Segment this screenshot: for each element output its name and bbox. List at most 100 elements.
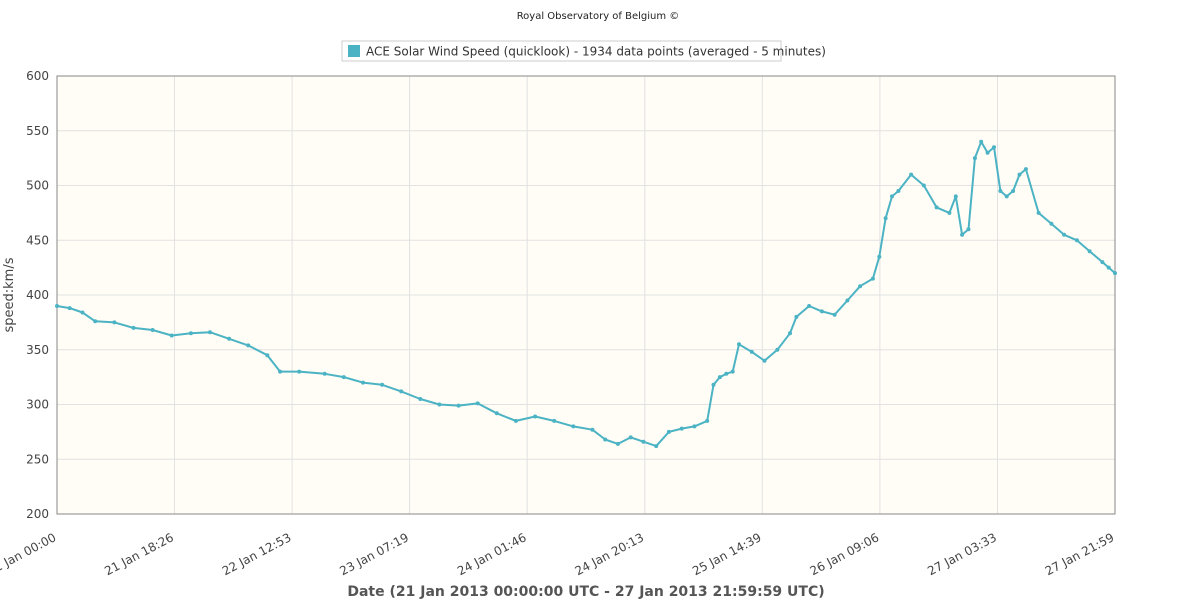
data-point[interactable] (934, 205, 939, 210)
data-point[interactable] (1036, 210, 1041, 215)
data-point[interactable] (762, 358, 767, 363)
data-point[interactable] (1087, 249, 1092, 254)
data-point[interactable] (641, 439, 646, 444)
data-point[interactable] (953, 194, 958, 199)
data-point[interactable] (615, 441, 620, 446)
legend-label: ACE Solar Wind Speed (quicklook) - 1934 … (366, 45, 826, 59)
data-point[interactable] (494, 411, 499, 416)
data-point[interactable] (418, 397, 423, 401)
x-axis-ticks: 21 Jan 00:00 21 Jan 18:26 22 Jan 12:53 23 J… (0, 530, 1116, 578)
data-point[interactable] (896, 189, 901, 193)
data-point[interactable] (1074, 238, 1079, 243)
data-point[interactable] (297, 369, 302, 374)
data-point[interactable] (533, 414, 538, 419)
data-point[interactable] (380, 382, 385, 387)
data-point[interactable] (979, 139, 984, 144)
x-tick-label: 25 Jan 14:39 (690, 530, 764, 578)
data-point[interactable] (985, 150, 990, 155)
x-tick-label: 27 Jan 21:59 (1043, 530, 1117, 578)
data-point[interactable] (794, 314, 799, 319)
data-point[interactable] (265, 353, 270, 358)
data-point[interactable] (571, 424, 576, 429)
data-point[interactable] (775, 347, 780, 352)
data-point[interactable] (819, 309, 824, 314)
legend-swatch (348, 45, 360, 57)
data-point[interactable] (1004, 194, 1009, 199)
data-point[interactable] (679, 426, 684, 431)
data-point[interactable] (456, 403, 461, 408)
data-point[interactable] (788, 331, 792, 336)
data-point[interactable] (921, 183, 926, 188)
data-point[interactable] (724, 371, 729, 376)
data-point[interactable] (361, 380, 365, 385)
data-point[interactable] (341, 375, 346, 380)
data-point[interactable] (909, 172, 914, 177)
y-tick-label: 600 (26, 69, 49, 83)
data-point[interactable] (1011, 189, 1016, 193)
data-point[interactable] (877, 254, 882, 259)
chart-title: Royal Observatory of Belgium © (517, 11, 680, 22)
data-point[interactable] (845, 298, 850, 303)
y-tick-label: 350 (26, 343, 49, 357)
data-point[interactable] (654, 444, 659, 449)
legend[interactable]: ACE Solar Wind Speed (quicklook) - 1934 … (341, 40, 826, 62)
data-point[interactable] (960, 232, 965, 237)
data-point[interactable] (717, 375, 722, 380)
data-point[interactable] (992, 145, 996, 150)
data-point[interactable] (749, 349, 754, 354)
data-point[interactable] (947, 210, 952, 215)
y-tick-label: 250 (26, 452, 49, 466)
y-tick-label: 300 (26, 398, 49, 412)
data-point[interactable] (112, 320, 117, 325)
data-point[interactable] (169, 333, 174, 338)
data-point[interactable] (1023, 167, 1028, 172)
data-point[interactable] (80, 310, 85, 315)
data-point[interactable] (883, 216, 888, 221)
data-point[interactable] (711, 382, 716, 387)
data-point[interactable] (1100, 260, 1105, 265)
data-point[interactable] (972, 156, 977, 161)
data-point[interactable] (552, 418, 557, 423)
data-point[interactable] (55, 304, 59, 308)
data-point[interactable] (705, 418, 710, 423)
data-point[interactable] (475, 401, 480, 406)
data-point[interactable] (322, 371, 327, 376)
data-point[interactable] (966, 227, 971, 232)
data-point[interactable] (692, 424, 697, 429)
data-point[interactable] (807, 304, 812, 308)
data-point[interactable] (1113, 271, 1117, 276)
data-point[interactable] (730, 369, 735, 374)
data-point[interactable] (666, 429, 671, 434)
data-point[interactable] (628, 435, 633, 440)
data-point[interactable] (131, 325, 136, 330)
data-point[interactable] (1017, 172, 1022, 177)
data-point[interactable] (603, 437, 608, 442)
x-tick-label: 21 Jan 18:26 (102, 530, 176, 578)
data-point[interactable] (858, 284, 863, 289)
data-point[interactable] (737, 342, 741, 347)
data-point[interactable] (208, 330, 212, 335)
data-point[interactable] (1106, 265, 1111, 270)
y-tick-label: 450 (26, 233, 49, 247)
data-point[interactable] (870, 276, 875, 281)
data-point[interactable] (590, 427, 595, 432)
data-point[interactable] (437, 402, 442, 407)
data-point[interactable] (278, 369, 283, 374)
data-point[interactable] (93, 319, 98, 324)
data-point[interactable] (832, 312, 837, 317)
data-point[interactable] (246, 343, 251, 348)
data-point[interactable] (998, 189, 1003, 193)
y-tick-label: 400 (26, 288, 49, 302)
data-point[interactable] (150, 328, 155, 332)
x-tick-label: 23 Jan 07:19 (337, 530, 411, 578)
data-point[interactable] (513, 418, 518, 423)
x-tick-label: 26 Jan 09:06 (808, 530, 882, 578)
data-point[interactable] (399, 389, 404, 394)
data-point[interactable] (1049, 221, 1054, 226)
data-point[interactable] (227, 336, 232, 341)
data-point[interactable] (1062, 232, 1067, 237)
data-point[interactable] (890, 194, 894, 199)
data-point[interactable] (188, 331, 193, 336)
data-point[interactable] (67, 306, 72, 311)
